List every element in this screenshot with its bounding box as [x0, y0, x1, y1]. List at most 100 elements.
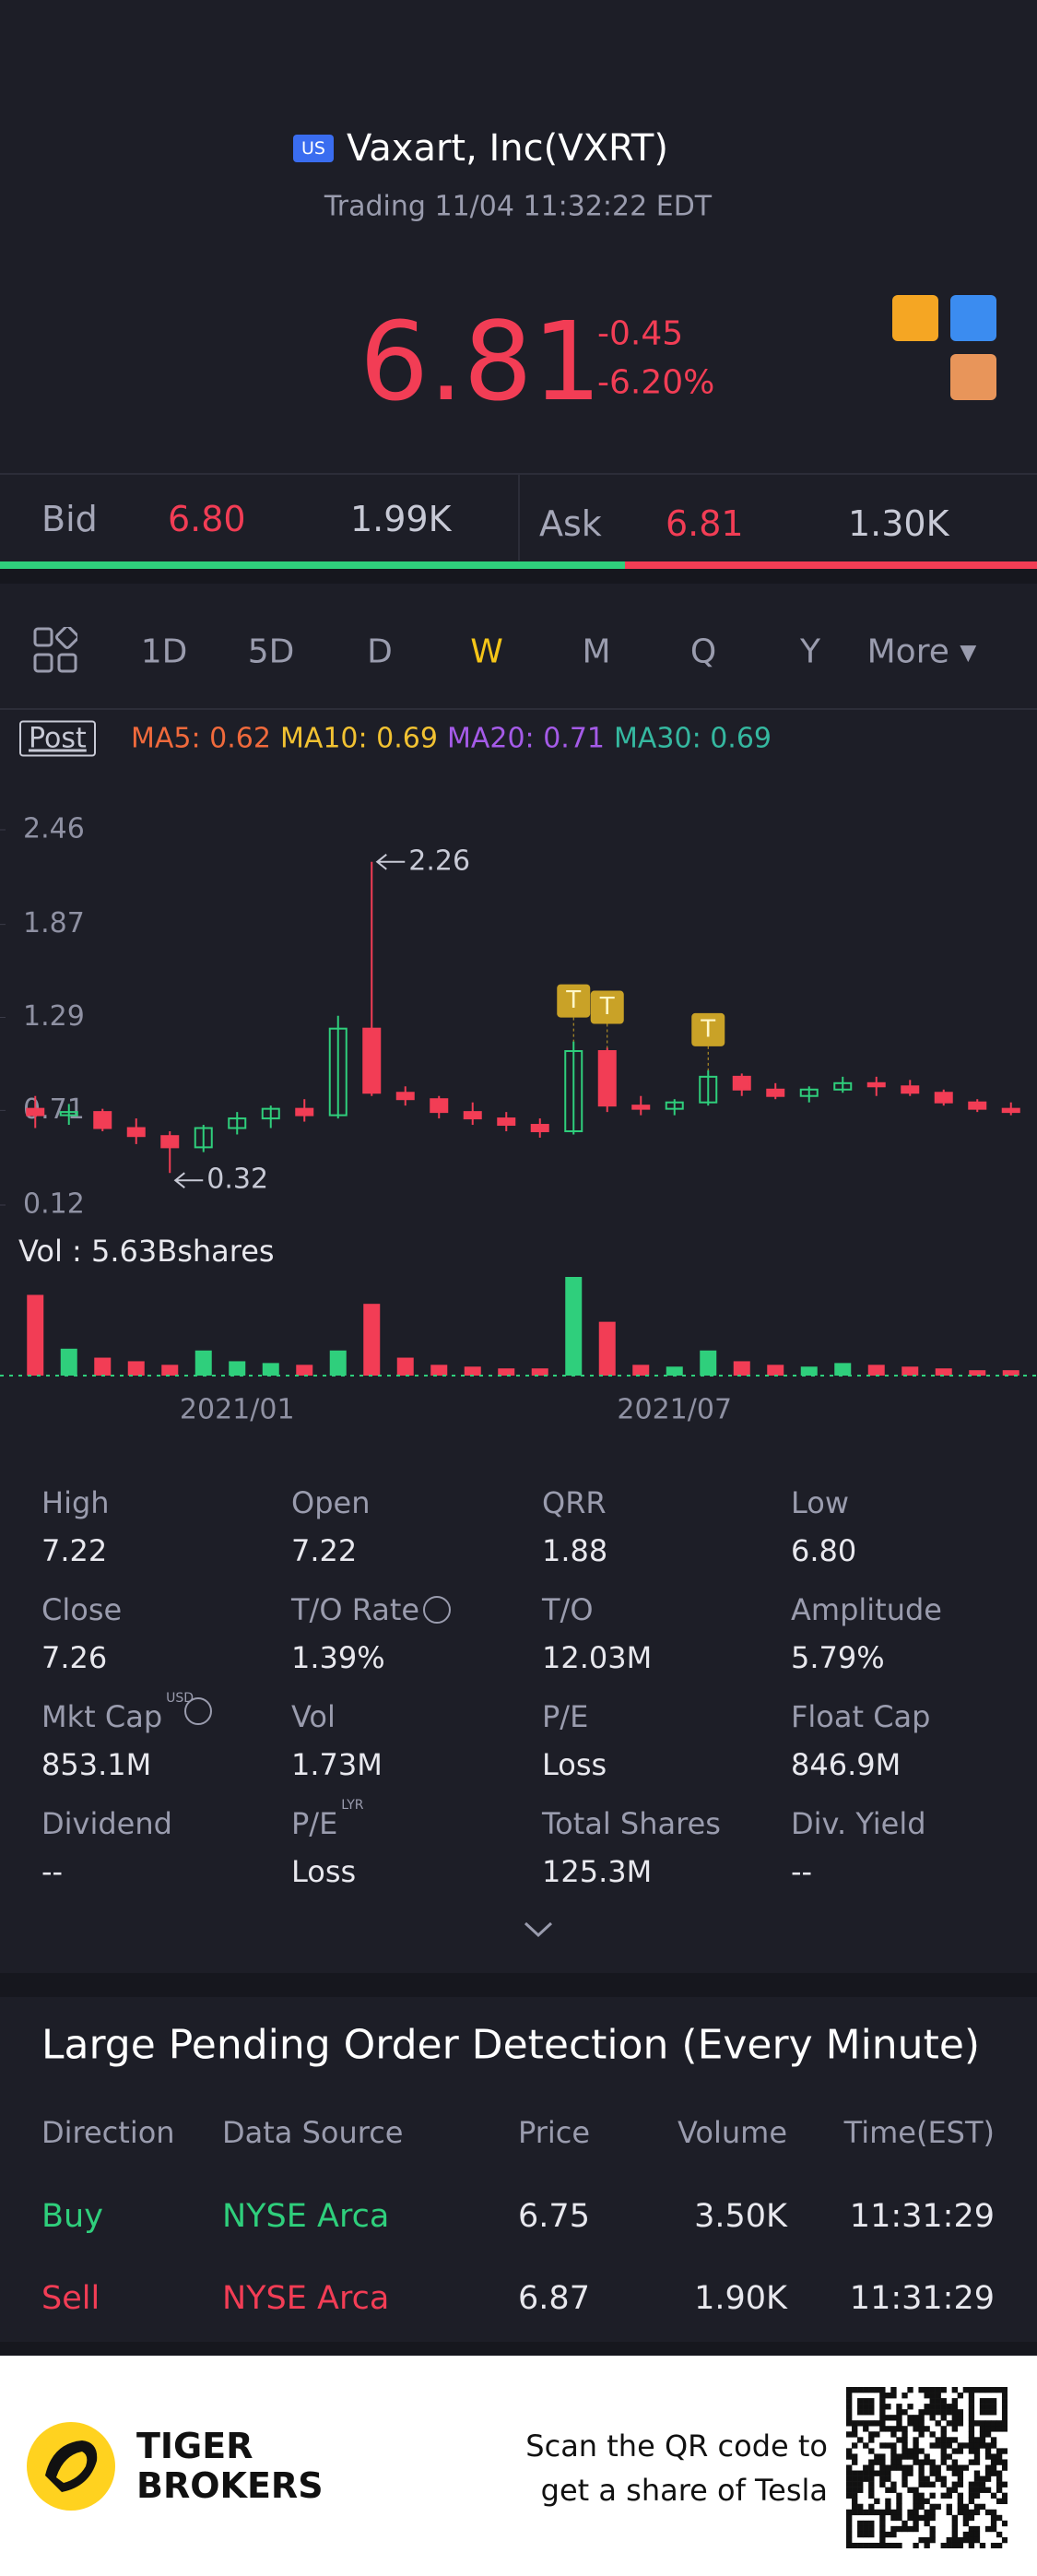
qr-cell [885, 2503, 891, 2511]
qr-cell [924, 2536, 930, 2544]
period-tab[interactable]: W [470, 632, 503, 671]
qr-cell [929, 2415, 936, 2421]
qr-cell [968, 2514, 975, 2522]
dollar-icon[interactable] [892, 295, 938, 341]
info-icon[interactable] [423, 1596, 452, 1624]
qr-cell [940, 2542, 947, 2548]
qr-cell [940, 2459, 947, 2465]
qr-cell [957, 2470, 964, 2476]
qr-cell [951, 2398, 958, 2405]
volume-bar [666, 1366, 683, 1376]
period-tab[interactable]: D [367, 632, 393, 671]
qr-cell [951, 2525, 958, 2533]
qr-cell [929, 2464, 936, 2471]
qr-cell [846, 2514, 853, 2522]
info-icon[interactable] [184, 1697, 213, 1725]
qr-cell [852, 2487, 858, 2493]
qr-cell [951, 2448, 958, 2454]
qr-cell [913, 2542, 919, 2548]
qr-cell [951, 2531, 958, 2538]
candle-body [194, 1127, 213, 1149]
qr-cell [996, 2498, 1003, 2505]
qr-cell [984, 2398, 992, 2405]
qr-cell [940, 2415, 947, 2421]
table-cell: Buy [41, 2198, 103, 2235]
period-tab[interactable]: Q [689, 632, 717, 671]
qr-cell [1001, 2492, 1008, 2499]
qr-cell [979, 2404, 986, 2410]
volume-bar [430, 1365, 448, 1376]
orders-title: Large Pending Order Detection (Every Min… [41, 2021, 981, 2069]
flash-icon[interactable] [950, 295, 996, 341]
stack-icon[interactable] [950, 354, 996, 400]
qr-cell [957, 2498, 964, 2505]
expand-chevron[interactable] [523, 1920, 554, 1939]
qr-cell [863, 2531, 869, 2538]
qr-cell [984, 2525, 992, 2533]
period-tab[interactable]: Y [800, 632, 820, 671]
section-gap [0, 1973, 1037, 1997]
qr-cell [913, 2487, 919, 2493]
bid-price: 6.80 [168, 499, 246, 539]
qr-cell [918, 2448, 925, 2454]
qr-cell [940, 2398, 947, 2405]
qr-cell [962, 2442, 970, 2449]
candle-body [261, 1107, 280, 1120]
qr-cell [863, 2476, 869, 2482]
qr-cell [979, 2476, 986, 2482]
qr-cell [890, 2542, 897, 2548]
qr-cell [896, 2542, 902, 2548]
qr-cell [979, 2409, 986, 2416]
qr-cell [874, 2431, 880, 2438]
qr-cell [885, 2476, 891, 2482]
qr-cell [896, 2514, 902, 2522]
qr-cell [929, 2492, 936, 2499]
period-tab[interactable]: M [582, 632, 611, 671]
candle-body [564, 1050, 583, 1132]
qr-cell [924, 2387, 930, 2393]
period-tab[interactable]: More ▾ [866, 632, 977, 671]
trade-marker-box [557, 984, 591, 1018]
qr-cell [968, 2509, 975, 2516]
qr-cell [968, 2487, 975, 2493]
qr-cell [951, 2404, 958, 2410]
qr-cell [979, 2487, 986, 2493]
stat-label: Amplitude [791, 1592, 942, 1627]
qr-cell [951, 2536, 958, 2544]
session-badge[interactable]: Post [19, 720, 96, 757]
qr-cell [885, 2498, 891, 2505]
qr-cell [913, 2525, 919, 2533]
qr-cell [868, 2481, 875, 2487]
volume-bar [262, 1363, 279, 1376]
stat-value: -- [791, 1854, 813, 1889]
qr-cell [1001, 2404, 1008, 2410]
table-cell: NYSE Arca [222, 2198, 390, 2235]
volume-bar [700, 1350, 717, 1376]
period-tab[interactable]: 1D [140, 632, 188, 671]
qr-cell [946, 2404, 952, 2410]
qr-cell [879, 2393, 886, 2399]
qr-cell [852, 2503, 858, 2511]
volume-bar [363, 1304, 381, 1376]
qr-cell [1001, 2415, 1008, 2421]
volume-label: Vol : 5.63Bshares [18, 1234, 275, 1269]
layout-icon[interactable] [33, 627, 77, 675]
qr-cell [968, 2448, 975, 2454]
qr-cell [874, 2509, 880, 2516]
qr-cell [918, 2409, 925, 2416]
qr-cell [990, 2520, 997, 2527]
qr-cell [846, 2420, 853, 2427]
qr-cell [863, 2542, 869, 2548]
annotation-label: 2.26 [408, 845, 470, 877]
qr-cell [929, 2503, 936, 2511]
qr-cell [990, 2525, 997, 2533]
qr-cell [879, 2453, 886, 2460]
qr-cell [935, 2476, 941, 2482]
ask-label: Ask [539, 503, 602, 544]
qr-cell [846, 2409, 853, 2416]
qr-cell [946, 2464, 952, 2471]
period-tab[interactable]: 5D [247, 632, 295, 671]
qr-cell [957, 2464, 964, 2471]
qr-cell [968, 2404, 975, 2410]
qr-cell [913, 2437, 919, 2443]
